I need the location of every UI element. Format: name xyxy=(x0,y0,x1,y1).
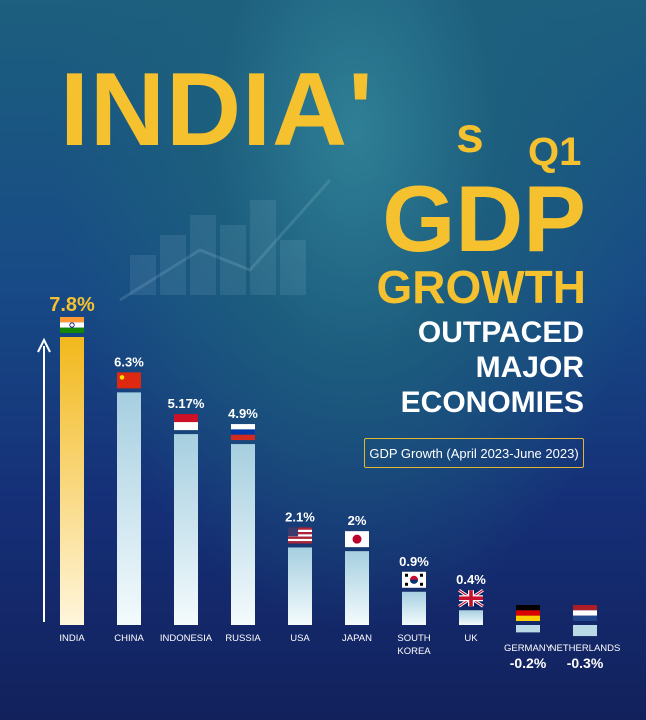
title-gdp: GDP xyxy=(382,166,586,271)
russia-flag xyxy=(231,424,255,441)
category-label: INDONESIA xyxy=(160,633,213,644)
japan-flag xyxy=(345,531,369,548)
value-label: 5.17% xyxy=(168,396,205,411)
bar-uk xyxy=(459,610,483,625)
bar-germany xyxy=(516,625,540,633)
netherlands-flag xyxy=(573,605,597,621)
subtitle-major: MAJOR xyxy=(475,351,584,384)
title-growth: GROWTH xyxy=(376,261,586,313)
title-india: INDIA' xyxy=(60,52,374,168)
category-label: USA xyxy=(290,633,310,644)
bar-netherlands xyxy=(573,625,597,637)
value-label: 6.3% xyxy=(114,354,144,369)
value-label: 2.1% xyxy=(285,509,315,524)
value-label: -0.3% xyxy=(567,655,604,671)
bar-russia xyxy=(231,444,255,625)
china-flag xyxy=(117,372,141,389)
category-label: INDIA xyxy=(59,633,85,644)
category-label: JAPAN xyxy=(342,633,372,644)
value-label: 4.9% xyxy=(228,406,258,421)
category-label: KOREA xyxy=(397,646,431,657)
germany-flag xyxy=(516,605,540,621)
period-label-box: GDP Growth (April 2023-June 2023) xyxy=(364,438,584,468)
subtitle-economies: ECONOMIES xyxy=(400,386,584,419)
value-label: 0.9% xyxy=(399,554,429,569)
uk-flag xyxy=(458,588,484,608)
category-label: NETHERLANDS xyxy=(550,643,621,654)
usa-flag xyxy=(288,527,312,544)
title-s: s xyxy=(456,107,484,163)
value-label: -0.2% xyxy=(510,655,547,671)
bar-china xyxy=(117,392,141,625)
up-arrow-icon xyxy=(37,337,51,353)
south-korea-flag xyxy=(402,571,426,588)
category-label: SOUTH xyxy=(397,633,430,644)
bar-india xyxy=(60,337,84,625)
bar-south-korea xyxy=(402,591,426,625)
category-label: RUSSIA xyxy=(225,633,261,644)
india-flag xyxy=(60,317,84,333)
value-label: 2% xyxy=(348,513,367,528)
bar-indonesia xyxy=(174,434,198,625)
bar-japan xyxy=(345,551,369,625)
category-label: GERMANY xyxy=(504,643,553,654)
value-label: 7.8% xyxy=(49,294,95,316)
category-label: CHINA xyxy=(114,633,144,644)
subtitle-outpaced: OUTPACED xyxy=(417,316,584,349)
title-q1: Q1 xyxy=(528,130,582,174)
period-label: GDP Growth (April 2023-June 2023) xyxy=(369,445,579,461)
value-label: 0.4% xyxy=(456,572,486,587)
bar-usa xyxy=(288,547,312,625)
category-label: UK xyxy=(464,633,478,644)
indonesia-flag xyxy=(174,414,198,431)
